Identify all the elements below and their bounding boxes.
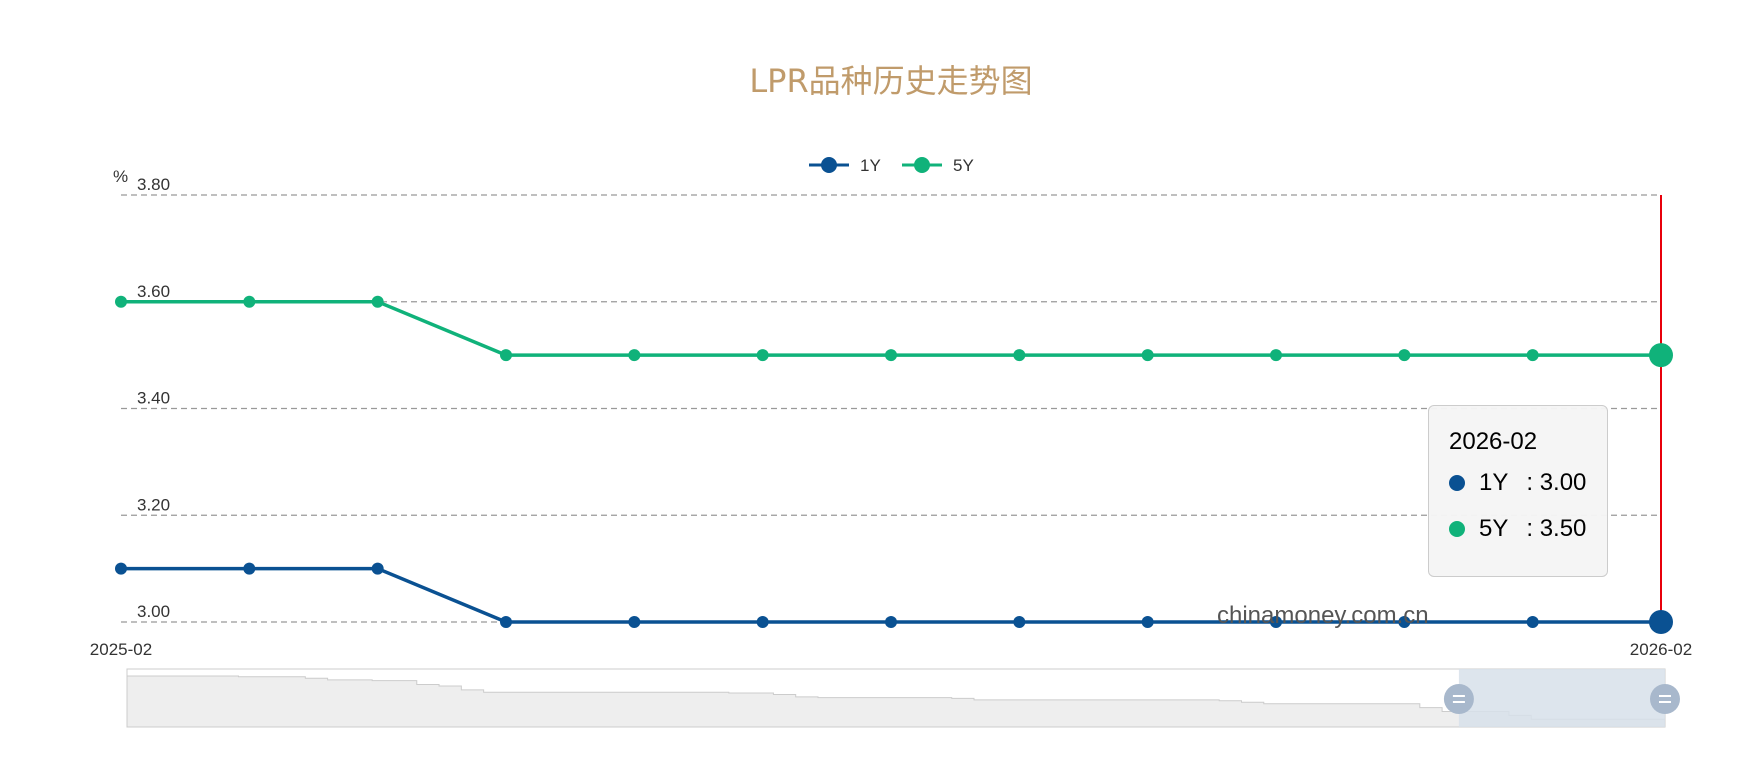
series-1y-point-1[interactable] — [243, 562, 256, 575]
y-axis-ticks: 3.00 3.20 3.40 3.60 3.80 — [137, 175, 170, 621]
series-5y-point-11[interactable] — [1526, 349, 1539, 362]
series-1y-point-12[interactable] — [1649, 610, 1673, 634]
series-5y-point-7[interactable] — [1013, 349, 1026, 362]
y-tick-label-1: 3.20 — [137, 495, 170, 514]
series-5y-point-8[interactable] — [1141, 349, 1154, 362]
series-1y-point-5[interactable] — [756, 616, 769, 628]
data-zoom-handle-knob[interactable] — [1650, 684, 1680, 714]
series-1y-line — [121, 566, 1661, 624]
data-zoom-handle-knob[interactable] — [1443, 684, 1474, 714]
data-zoom-handle-right[interactable] — [1650, 684, 1680, 714]
y-axis-unit: % — [113, 167, 128, 186]
tooltip-5y-value: : 3.50 — [1526, 515, 1587, 542]
series-1y-point-4[interactable] — [628, 616, 641, 628]
series-1y-point-11[interactable] — [1526, 616, 1539, 628]
y-tick-label-4: 3.80 — [137, 175, 170, 194]
series-5y-point-10[interactable] — [1398, 349, 1411, 362]
chart-title: LPR品种历史走势图 — [749, 62, 1032, 100]
series-1y-point-3[interactable] — [500, 616, 512, 628]
x-axis-ticks: 2025-02 2026-02 — [90, 640, 1692, 659]
series-5y-point-2[interactable] — [371, 295, 384, 308]
series-1y-point-6[interactable] — [885, 616, 897, 628]
tooltip-5y-dot — [1449, 521, 1465, 537]
series-1y-point-8[interactable] — [1141, 616, 1154, 628]
series-5y-point-0[interactable] — [115, 295, 127, 308]
series-5y-point-1[interactable] — [243, 295, 256, 308]
legend-item-1y[interactable]: 1Y — [809, 156, 881, 175]
series-1y — [115, 562, 1673, 634]
series-5y-point-3[interactable] — [500, 349, 512, 362]
tooltip-1y-value: : 3.00 — [1526, 469, 1587, 496]
legend-5y-label: 5Y — [953, 156, 974, 175]
data-zoom-overview-area — [126, 675, 1666, 728]
y-tick-label-0: 3.00 — [137, 602, 170, 621]
tooltip-1y-name: 1Y — [1479, 469, 1509, 496]
legend-5y-marker — [914, 157, 930, 173]
tooltip: 2026-02 1Y : 3.00 5Y : 3.50 — [1428, 405, 1608, 577]
series-1y-point-0[interactable] — [115, 562, 127, 575]
legend-1y-marker — [821, 157, 837, 173]
data-zoom-slider[interactable] — [126, 668, 1680, 728]
legend-1y-label: 1Y — [860, 156, 881, 175]
series-1y-point-7[interactable] — [1013, 616, 1026, 628]
series-group — [115, 295, 1673, 634]
series-5y — [115, 295, 1673, 368]
tooltip-row-5y: 5Y : 3.50 — [1449, 513, 1607, 545]
y-tick-label-2: 3.40 — [137, 389, 170, 408]
series-5y-point-5[interactable] — [756, 349, 769, 362]
tooltip-date: 2026-02 — [1449, 428, 1538, 455]
series-5y-point-4[interactable] — [628, 349, 641, 362]
series-1y-point-9[interactable] — [1270, 616, 1282, 628]
series-1y-point-2[interactable] — [371, 562, 384, 575]
legend[interactable]: 1Y 5Y — [809, 156, 974, 175]
series-5y-point-12[interactable] — [1649, 343, 1673, 368]
series-5y-point-9[interactable] — [1270, 349, 1282, 362]
tooltip-1y-dot — [1449, 475, 1465, 491]
x-tick-label-0: 2025-02 — [90, 640, 152, 659]
data-zoom-handle-left[interactable] — [1443, 684, 1474, 714]
y-tick-label-3: 3.60 — [137, 282, 170, 301]
watermark: chinamoney.com.cn — [1217, 602, 1429, 629]
series-1y-point-10[interactable] — [1398, 616, 1411, 628]
legend-item-5y[interactable]: 5Y — [902, 156, 974, 175]
series-5y-point-6[interactable] — [885, 349, 897, 362]
series-5y-line — [121, 300, 1661, 357]
x-tick-label-1: 2026-02 — [1630, 640, 1692, 659]
data-zoom-selected-range[interactable] — [1458, 669, 1665, 727]
tooltip-5y-name: 5Y — [1479, 515, 1509, 542]
tooltip-row-1y: 1Y : 3.00 — [1449, 467, 1607, 499]
